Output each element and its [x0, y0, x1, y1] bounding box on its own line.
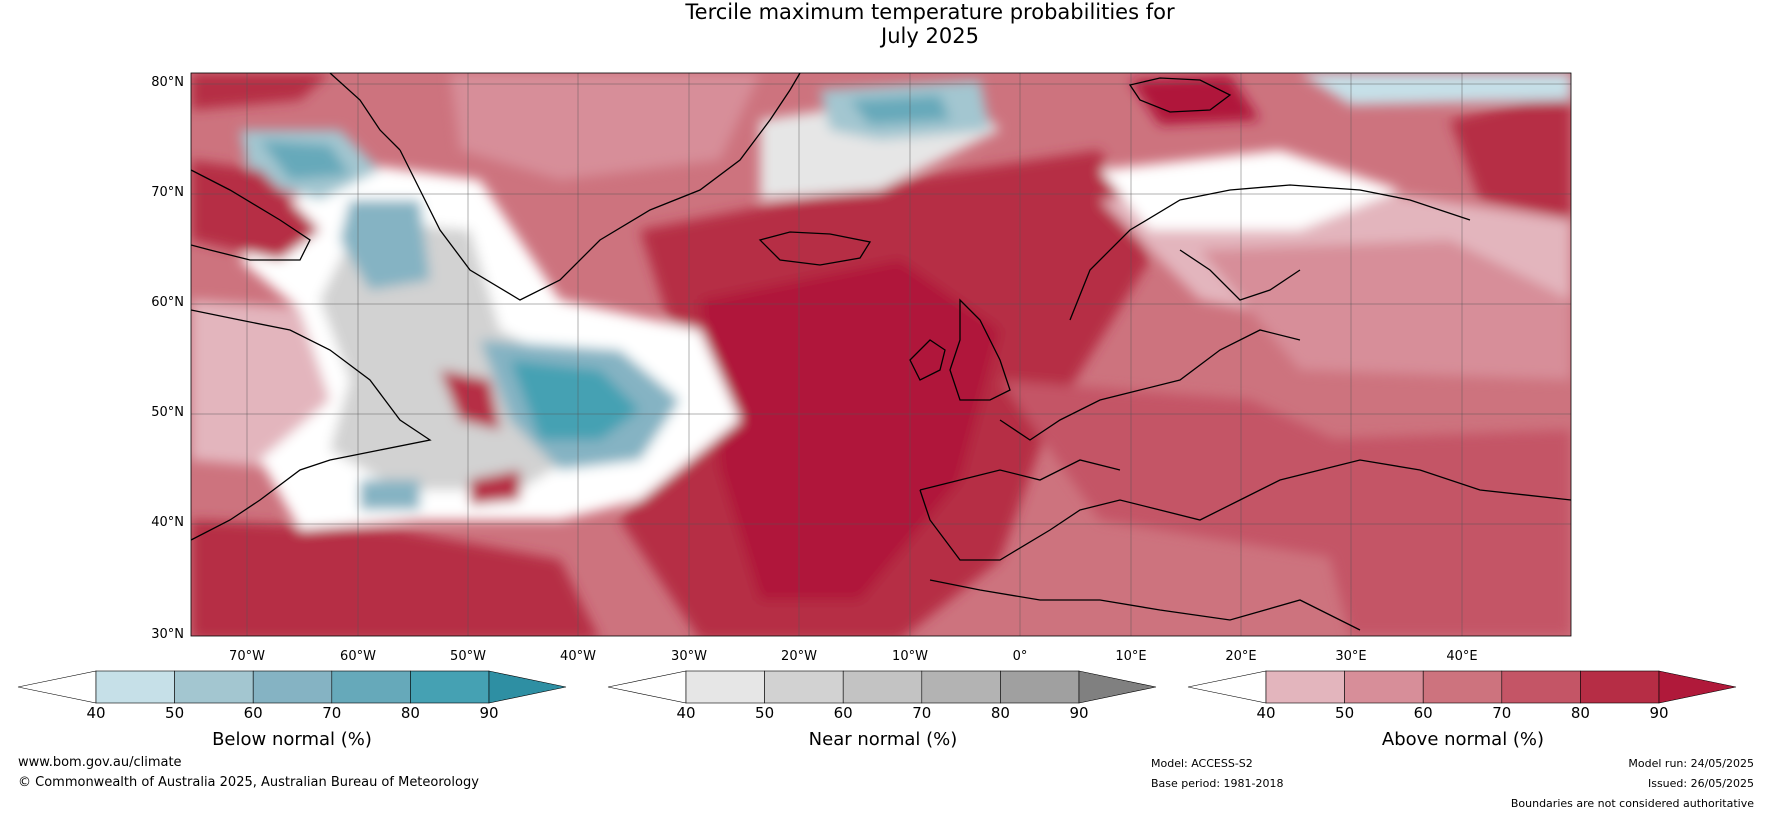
near-colorbar-segment	[842, 670, 923, 704]
coastlines	[191, 73, 1571, 631]
website-text: www.bom.gov.au/climate	[18, 755, 182, 770]
lon-label-20w: 20°W	[781, 649, 817, 664]
near-colorbar-segment	[921, 670, 1001, 704]
above-colorbar-low-arrow	[1187, 670, 1267, 704]
near-colorbar-high-arrow	[1078, 670, 1157, 704]
above-colorbar-segment	[1501, 670, 1581, 704]
lon-label-10w: 10°W	[892, 649, 928, 664]
model-run-text: Model run: 24/05/2025	[1628, 757, 1754, 770]
lon-label-10e: 10°E	[1115, 649, 1147, 664]
lat-label-80n: 80°N	[151, 75, 184, 90]
above-normal-label: Above normal (%)	[1381, 729, 1545, 750]
disclaimer-text: Boundaries are not considered authoritat…	[1510, 797, 1754, 810]
below-colorbar-segment	[95, 670, 175, 704]
below-normal-label: Below normal (%)	[212, 729, 372, 750]
below-colorbar-tick: 60	[243, 704, 263, 722]
lon-label-0: 0°	[1012, 649, 1028, 664]
below-colorbar-tick: 90	[479, 704, 499, 722]
above-colorbar-tick: 80	[1570, 704, 1590, 722]
title-line-1: Tercile maximum temperature probabilitie…	[685, 0, 1175, 24]
below-colorbar-tick: 40	[86, 704, 106, 722]
above-colorbar-segment	[1422, 670, 1503, 704]
lat-label-30n: 30°N	[151, 627, 184, 642]
below-colorbar-tick: 80	[400, 704, 420, 722]
above-colorbar-tick: 90	[1649, 704, 1669, 722]
above-colorbar-tick: 40	[1256, 704, 1276, 722]
lat-label-50n: 50°N	[151, 405, 184, 420]
lon-label-30w: 30°W	[671, 649, 707, 664]
below-colorbar-low-arrow	[17, 670, 97, 704]
near-colorbar-tick: 80	[990, 704, 1010, 722]
near-colorbar-segment	[764, 670, 844, 704]
copyright-text: © Commonwealth of Australia 2025, Austra…	[18, 775, 479, 790]
base-period-text: Base period: 1981-2018	[1151, 777, 1284, 790]
near-colorbar-segment	[685, 670, 765, 704]
near-colorbar-low-arrow	[607, 670, 687, 704]
above-colorbar-tick: 60	[1413, 704, 1433, 722]
below-colorbar-segment	[331, 670, 411, 704]
probability-field	[191, 73, 1571, 636]
below-colorbar-segment	[174, 670, 254, 704]
near-normal-label: Near normal (%)	[808, 729, 958, 750]
graticule	[191, 73, 1571, 636]
model-text: Model: ACCESS-S2	[1151, 757, 1253, 770]
lat-label-60n: 60°N	[151, 295, 184, 310]
lon-label-30e: 30°E	[1335, 649, 1367, 664]
above-colorbar-segment	[1580, 670, 1660, 704]
chart-title: Tercile maximum temperature probabilitie…	[0, 0, 1770, 48]
above-colorbar-segment	[1344, 670, 1424, 704]
lon-label-50w: 50°W	[450, 649, 486, 664]
lat-label-40n: 40°N	[151, 515, 184, 530]
below-colorbar-segment	[252, 670, 333, 704]
lon-label-40e: 40°E	[1446, 649, 1478, 664]
below-colorbar-high-arrow	[488, 670, 567, 704]
below-colorbar-segment	[410, 670, 490, 704]
near-colorbar-segment	[1000, 670, 1080, 704]
issued-text: Issued: 26/05/2025	[1647, 777, 1754, 790]
lon-label-60w: 60°W	[340, 649, 376, 664]
near-colorbar-tick: 70	[912, 704, 932, 722]
above-colorbar-segment	[1265, 670, 1345, 704]
above-colorbar-tick: 50	[1335, 704, 1355, 722]
near-colorbar-tick: 90	[1069, 704, 1089, 722]
title-line-2: July 2025	[881, 24, 979, 48]
lon-label-40w: 40°W	[560, 649, 596, 664]
lon-label-20e: 20°E	[1225, 649, 1257, 664]
below-colorbar-tick: 50	[165, 704, 185, 722]
above-colorbar-tick: 70	[1492, 704, 1512, 722]
colorbars	[17, 670, 1737, 704]
lon-label-70w: 70°W	[229, 649, 265, 664]
near-colorbar-tick: 60	[833, 704, 853, 722]
near-colorbar-tick: 50	[755, 704, 775, 722]
above-colorbar-high-arrow	[1658, 670, 1737, 704]
below-colorbar-tick: 70	[322, 704, 342, 722]
near-colorbar-tick: 40	[676, 704, 696, 722]
lat-label-70n: 70°N	[151, 185, 184, 200]
